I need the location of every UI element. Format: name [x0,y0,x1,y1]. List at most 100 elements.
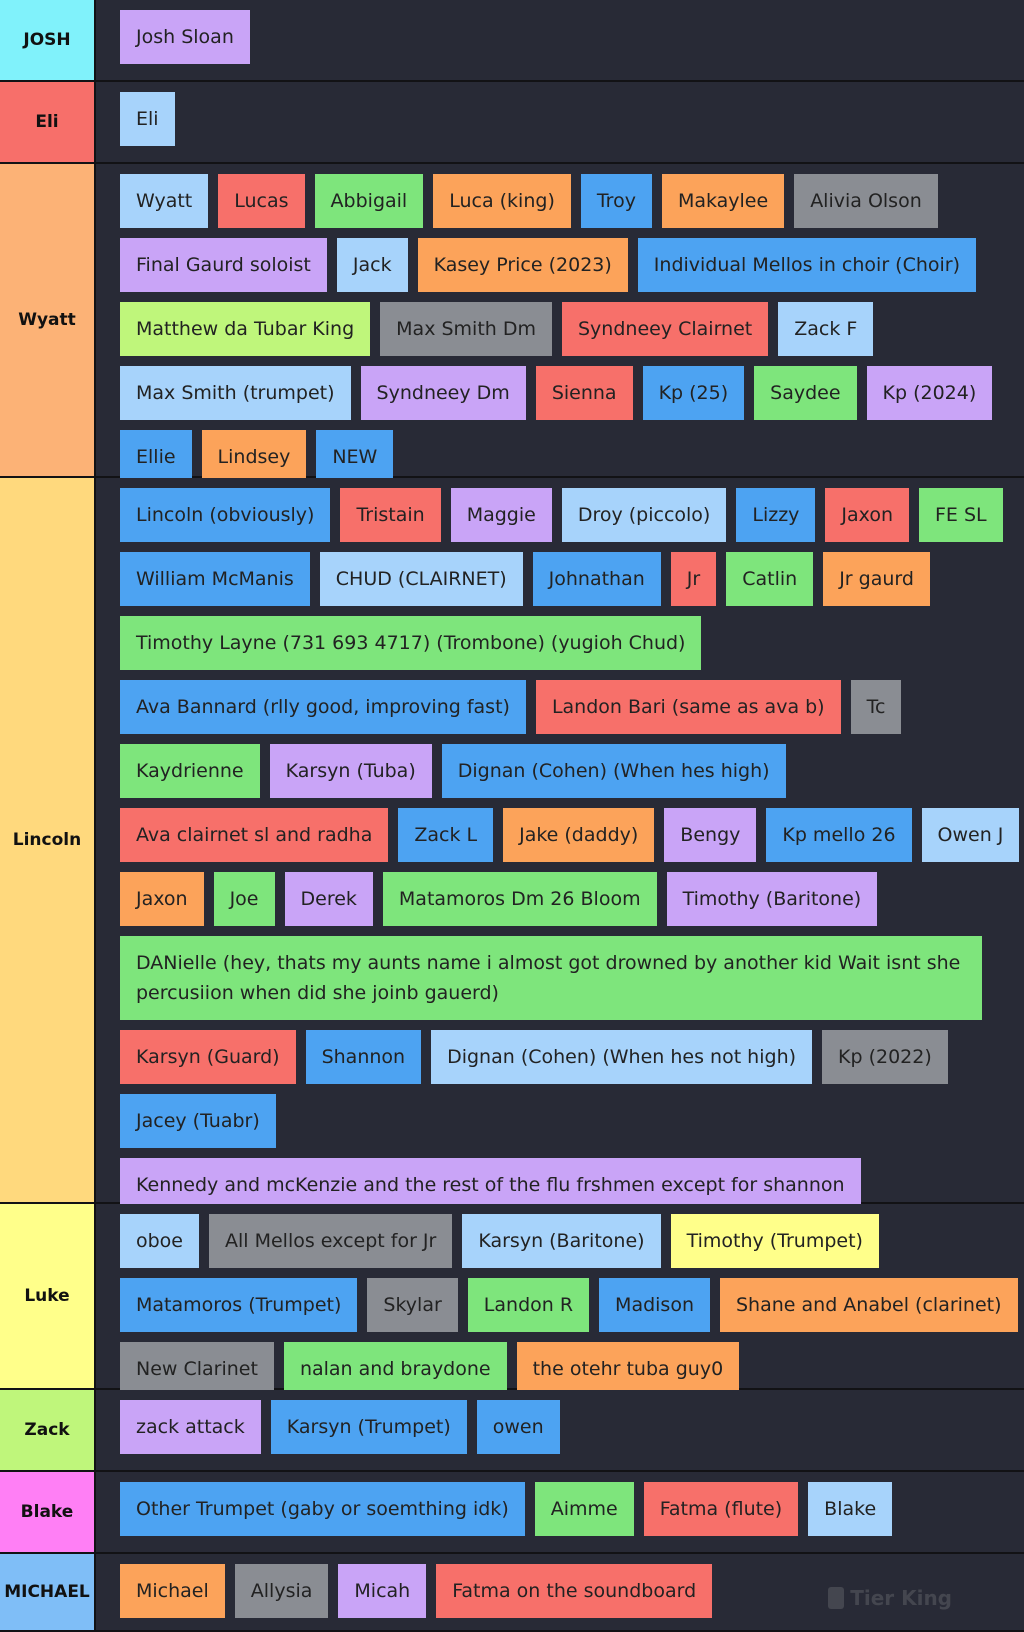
tier-item[interactable]: owen [476,1400,560,1454]
tier-item[interactable]: Karsyn (Tuba) [269,744,432,798]
tier-item[interactable]: Zack F [778,302,874,356]
tier-item[interactable]: Jaxon [120,872,204,926]
tier-item[interactable]: Landon Bari (same as ava b) [535,680,841,734]
tier-item[interactable]: Jr gaurd [823,552,930,606]
tier-label[interactable]: Eli [0,82,96,162]
tier-items-area[interactable]: Josh Sloan [96,0,1024,80]
tier-item[interactable]: Shannon [305,1030,422,1084]
tier-item[interactable]: the otehr tuba guy0 [516,1342,740,1396]
tier-item[interactable]: William McManis [120,552,310,606]
tier-item[interactable]: Alivia Olson [794,174,938,228]
tier-item[interactable]: Kp (2022) [822,1030,948,1084]
tier-item[interactable]: Blake [808,1482,893,1536]
tier-item[interactable]: Fatma on the soundboard [436,1564,713,1618]
tier-item[interactable]: New Clarinet [120,1342,274,1396]
tier-item[interactable]: Kp (2024) [866,366,993,420]
tier-item[interactable]: Syndneey Clairnet [562,302,769,356]
tier-item[interactable]: DANielle (hey, thats my aunts name i alm… [120,936,982,1020]
tier-item[interactable]: CHUD (CLAIRNET) [319,552,523,606]
tier-item[interactable]: nalan and braydone [283,1342,507,1396]
tier-item[interactable]: Ava Bannard (rlly good, improving fast) [120,680,526,734]
tier-item[interactable]: Saydee [754,366,857,420]
tier-item[interactable]: Eli [120,92,175,146]
tier-item[interactable]: Timothy (Baritone) [666,872,878,926]
tier-item[interactable]: Lincoln (obviously) [120,488,331,542]
tier-item[interactable]: Johnathan [532,552,661,606]
tier-item[interactable]: Maggie [450,488,552,542]
tier-items-area[interactable]: oboe All Mellos except for Jr Karsyn (Bari… [96,1204,1024,1396]
tier-item[interactable]: Ava clairnet sl and radha [120,808,389,862]
tier-item[interactable]: Karsyn (Baritone) [462,1214,661,1268]
tier-item[interactable]: Timothy Layne (731 693 4717) (Trombone) … [120,616,702,670]
tier-item[interactable]: Micah [338,1564,427,1618]
tier-label[interactable]: Zack [0,1390,96,1470]
tier-item[interactable]: Kp (25) [642,366,745,420]
tier-item[interactable]: Individual Mellos in choir (Choir) [637,238,977,292]
tier-item[interactable]: oboe [120,1214,199,1268]
tier-items-area[interactable]: Eli [96,82,1024,162]
tier-item[interactable]: Joe [213,872,275,926]
tier-item[interactable]: Syndneey Dm [360,366,526,420]
tier-item[interactable]: Jacey (Tuabr) [120,1094,276,1148]
tier-item[interactable]: Tristain [340,488,441,542]
tier-item[interactable]: NEW [316,430,394,484]
tier-item[interactable]: Bengy [664,808,757,862]
tier-item[interactable]: Derek [284,872,373,926]
tier-item[interactable]: Kp mello 26 [766,808,912,862]
tier-item[interactable]: Michael [120,1564,225,1618]
tier-label[interactable]: JOSH [0,0,96,80]
tier-item[interactable]: Matamoros (Trumpet) [120,1278,358,1332]
tier-item[interactable]: Jaxon [825,488,909,542]
tier-items-area[interactable]: Wyatt Lucas Abbigail Luca (king) Troy Makayle… [96,164,1024,484]
tier-item[interactable]: Skylar [367,1278,458,1332]
tier-item[interactable]: Ellie [120,430,192,484]
tier-item[interactable]: Lindsey [201,430,307,484]
tier-item[interactable]: Tc [850,680,902,734]
tier-items-area[interactable]: Lincoln (obviously) Tristain Maggie Droy (p… [96,478,1024,1276]
tier-item[interactable]: Makaylee [661,174,785,228]
tier-label[interactable]: Lincoln [0,478,96,1202]
tier-item[interactable]: Dignan (Cohen) (When hes high) [441,744,786,798]
tier-item[interactable]: Aimme [534,1482,634,1536]
tier-item[interactable]: Other Trumpet (gaby or soemthing idk) [120,1482,525,1536]
tier-item[interactable]: Lizzy [736,488,816,542]
tier-item[interactable]: Shane and Anabel (clarinet) [720,1278,1018,1332]
tier-item[interactable]: Abbigail [314,174,424,228]
tier-item[interactable]: zack attack [120,1400,261,1454]
tier-label[interactable]: Wyatt [0,164,96,476]
tier-item[interactable]: Droy (piccolo) [561,488,727,542]
tier-item[interactable]: Jr [670,552,717,606]
tier-item[interactable]: Wyatt [120,174,209,228]
tier-item[interactable]: Lucas [218,174,305,228]
tier-item[interactable]: Catlin [726,552,814,606]
tier-item[interactable]: Max Smith (trumpet) [120,366,351,420]
tier-item[interactable]: Karsyn (Guard) [120,1030,296,1084]
tier-item[interactable]: Karsyn (Trumpet) [270,1400,467,1454]
tier-items-area[interactable]: Other Trumpet (gaby or soemthing idk) Aim… [96,1472,1024,1552]
tier-item[interactable]: Troy [580,174,652,228]
tier-item[interactable]: Fatma (flute) [643,1482,799,1536]
tier-item[interactable]: Kaydrienne [120,744,260,798]
tier-item[interactable]: Owen J [921,808,1020,862]
tier-item[interactable]: Final Gaurd soloist [120,238,327,292]
tier-items-area[interactable]: zack attack Karsyn (Trumpet) owen [96,1390,1024,1470]
tier-item[interactable]: Kasey Price (2023) [417,238,628,292]
tier-item[interactable]: Madison [599,1278,710,1332]
tier-label[interactable]: MICHAEL [0,1554,96,1630]
tier-item[interactable]: Matamoros Dm 26 Bloom [382,872,657,926]
tier-item[interactable]: Luca (king) [433,174,571,228]
tier-item[interactable]: Allysia [234,1564,329,1618]
tier-item[interactable]: Kennedy and mcKenzie and the rest of the… [120,1158,861,1212]
tier-item[interactable]: Sienna [535,366,633,420]
tier-label[interactable]: Luke [0,1204,96,1388]
tier-item[interactable]: Matthew da Tubar King [120,302,371,356]
tier-item[interactable]: Zack L [398,808,494,862]
tier-item[interactable]: Timothy (Trumpet) [670,1214,879,1268]
tier-item[interactable]: Landon R [467,1278,590,1332]
tier-items-area[interactable]: Michael Allysia Micah Fatma on the soundboa… [96,1554,1024,1630]
tier-item[interactable]: Max Smith Dm [380,302,552,356]
tier-item[interactable]: Jake (daddy) [503,808,655,862]
tier-item[interactable]: Jack [336,238,408,292]
tier-item[interactable]: All Mellos except for Jr [209,1214,453,1268]
tier-item[interactable]: Dignan (Cohen) (When hes not high) [431,1030,813,1084]
